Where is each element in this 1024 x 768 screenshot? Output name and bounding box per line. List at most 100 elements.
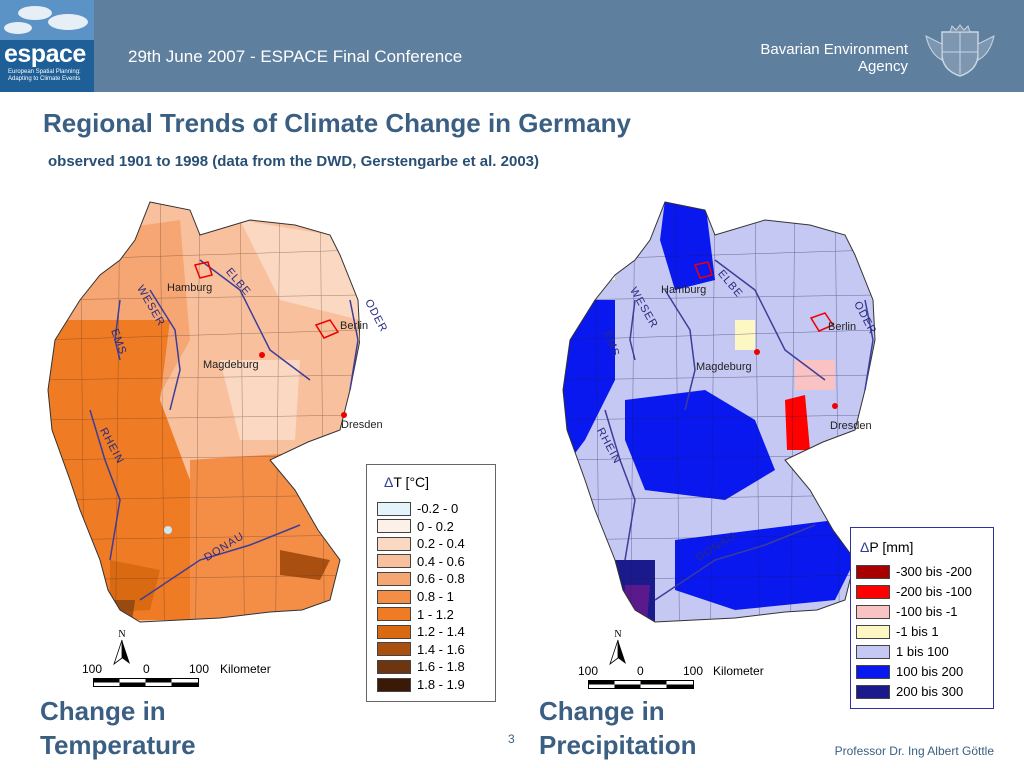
temp-legend-row: -0.2 - 0 <box>377 500 458 517</box>
temp-scale-zero: 0 <box>143 662 150 676</box>
precip-north-label: N <box>614 629 621 640</box>
logo-brand: espace <box>4 40 86 68</box>
precip-legend-row: -100 bis -1 <box>856 603 957 620</box>
precip-legend-swatch <box>856 624 890 639</box>
temp-legend-label: 0.8 - 1 <box>417 589 454 604</box>
logo-tagline: European Spatial Planning: Adapting to C… <box>8 69 81 82</box>
precip-legend-delta: Δ <box>860 539 870 555</box>
precip-legend-title-text: P [mm] <box>869 539 914 555</box>
page-title: Regional Trends of Climate Change in Ger… <box>43 108 632 138</box>
precip-legend-row: 1 bis 100 <box>856 643 949 660</box>
page-number: 3 <box>508 732 515 746</box>
temp-city-hamburg: Hamburg <box>167 282 213 294</box>
author-credit: Professor Dr. Ing Albert Göttle <box>834 744 994 758</box>
temp-legend-title: ΔT [°C] <box>384 474 429 490</box>
temp-legend-swatch <box>377 501 411 516</box>
conference-title: 29th June 2007 - ESPACE Final Conference <box>128 47 463 66</box>
precip-scale-bar <box>588 680 694 689</box>
temp-legend-swatch <box>377 571 411 586</box>
precip-scale-zero: 0 <box>637 664 644 678</box>
precip-legend-swatch <box>856 644 890 659</box>
bavarian-crest-icon <box>925 24 995 77</box>
precip-legend-title: ΔP [mm] <box>860 539 913 555</box>
precip-north-arrow-icon: N <box>609 629 626 666</box>
precip-legend-row: -200 bis -100 <box>856 583 972 600</box>
temp-city-magdeburg: Magdeburg <box>203 359 259 371</box>
precip-legend-label: 100 bis 200 <box>896 664 964 679</box>
temp-legend-swatch <box>377 519 411 534</box>
temp-caption-line-1: Change in <box>40 696 166 726</box>
temperature-caption: Change in Temperature <box>40 694 196 762</box>
temp-scale-bar <box>93 678 199 687</box>
precipitation-map <box>562 201 876 623</box>
header-bar: espace European Spatial Planning: Adapti… <box>0 0 1024 92</box>
temp-legend-label: 0.4 - 0.6 <box>417 553 465 569</box>
temp-legend-swatch <box>377 642 411 657</box>
precip-legend-swatch <box>856 584 890 599</box>
temp-legend-row: 1.8 - 1.9 <box>377 676 465 693</box>
temp-legend-row: 1.6 - 1.8 <box>377 658 465 675</box>
temp-legend-row: 1 - 1.2 <box>377 606 454 623</box>
precip-caption-line-2: Precipitation <box>539 730 697 760</box>
precip-legend-swatch <box>856 684 890 699</box>
precip-city-dresden: Dresden <box>830 420 872 432</box>
temp-scale-unit: Kilometer <box>220 662 271 676</box>
precip-scale-right: 100 <box>683 664 704 678</box>
temp-legend-swatch <box>377 536 411 551</box>
precip-legend-swatch <box>856 664 890 679</box>
temp-legend-swatch <box>377 554 411 569</box>
temp-legend-row: 0.8 - 1 <box>377 588 454 605</box>
temp-city-dresden: Dresden <box>341 419 383 431</box>
precip-legend-row: 100 bis 200 <box>856 663 963 680</box>
precip-legend-swatch <box>856 604 890 619</box>
precip-caption-line-1: Change in <box>539 696 665 726</box>
temp-north-arrow-icon: N <box>113 629 130 666</box>
temp-scale-left: 100 <box>82 662 103 676</box>
precip-scale-left: 100 <box>578 664 599 678</box>
precip-city-magdeburg: Magdeburg <box>696 361 752 373</box>
temp-legend-label: 1.2 - 1.4 <box>417 624 465 640</box>
agency-name: Bavarian Environment Agency <box>708 41 908 75</box>
temp-legend-swatch <box>377 677 411 692</box>
temp-legend-label: 1.8 - 1.9 <box>417 677 465 692</box>
temp-legend-label: 0.2 - 0.4 <box>417 536 465 552</box>
precipitation-legend <box>850 527 994 709</box>
precip-city-hamburg: Hamburg <box>661 284 707 296</box>
precip-legend-label: -1 bis 1 <box>896 624 939 639</box>
temp-legend-row: 1.2 - 1.4 <box>377 623 465 640</box>
temp-legend-row: 1.4 - 1.6 <box>377 641 465 658</box>
precip-legend-row: -1 bis 1 <box>856 623 939 640</box>
temp-legend-swatch <box>377 624 411 639</box>
temp-legend-label: -0.2 - 0 <box>417 501 459 516</box>
temp-legend-delta: Δ <box>384 474 394 490</box>
precip-legend-label: 200 bis 300 <box>896 684 964 699</box>
temp-legend-row: 0.6 - 0.8 <box>377 570 465 587</box>
temp-legend-label: 1.6 - 1.8 <box>417 659 465 675</box>
temp-legend-label: 0 - 0.2 <box>417 518 454 534</box>
precip-legend-label: -300 bis -200 <box>896 564 972 579</box>
temp-legend-row: 0.4 - 0.6 <box>377 553 465 570</box>
page-subtitle: observed 1901 to 1998 (data from the DWD… <box>48 153 540 170</box>
temp-scale-right: 100 <box>189 662 210 676</box>
temp-legend-title-text: T [°C] <box>393 474 430 490</box>
precipitation-caption: Change in Precipitation <box>539 694 696 762</box>
temp-city-berlin: Berlin <box>340 320 369 332</box>
espace-logo: espace European Spatial Planning: Adapti… <box>0 0 94 92</box>
precip-city-berlin: Berlin <box>828 321 857 333</box>
precip-legend-label: -200 bis -100 <box>896 584 972 599</box>
temp-north-label: N <box>118 629 125 640</box>
temp-legend-label: 0.6 - 0.8 <box>417 571 465 587</box>
precip-legend-row: -300 bis -200 <box>856 563 972 580</box>
temp-legend-swatch <box>377 607 411 622</box>
temp-legend-label: 1.4 - 1.6 <box>417 641 465 657</box>
temp-legend-swatch <box>377 589 411 604</box>
temp-legend-swatch <box>377 659 411 674</box>
precip-legend-label: 1 bis 100 <box>896 644 949 659</box>
temp-legend-row: 0 - 0.2 <box>377 518 454 535</box>
precip-legend-swatch <box>856 564 890 579</box>
temp-legend-row: 0.2 - 0.4 <box>377 535 465 552</box>
temp-legend-label: 1 - 1.2 <box>417 606 454 622</box>
temperature-map <box>47 201 360 623</box>
precip-legend-label: -100 bis -1 <box>896 604 958 619</box>
agency-line-1: Bavarian Environment <box>760 41 908 58</box>
